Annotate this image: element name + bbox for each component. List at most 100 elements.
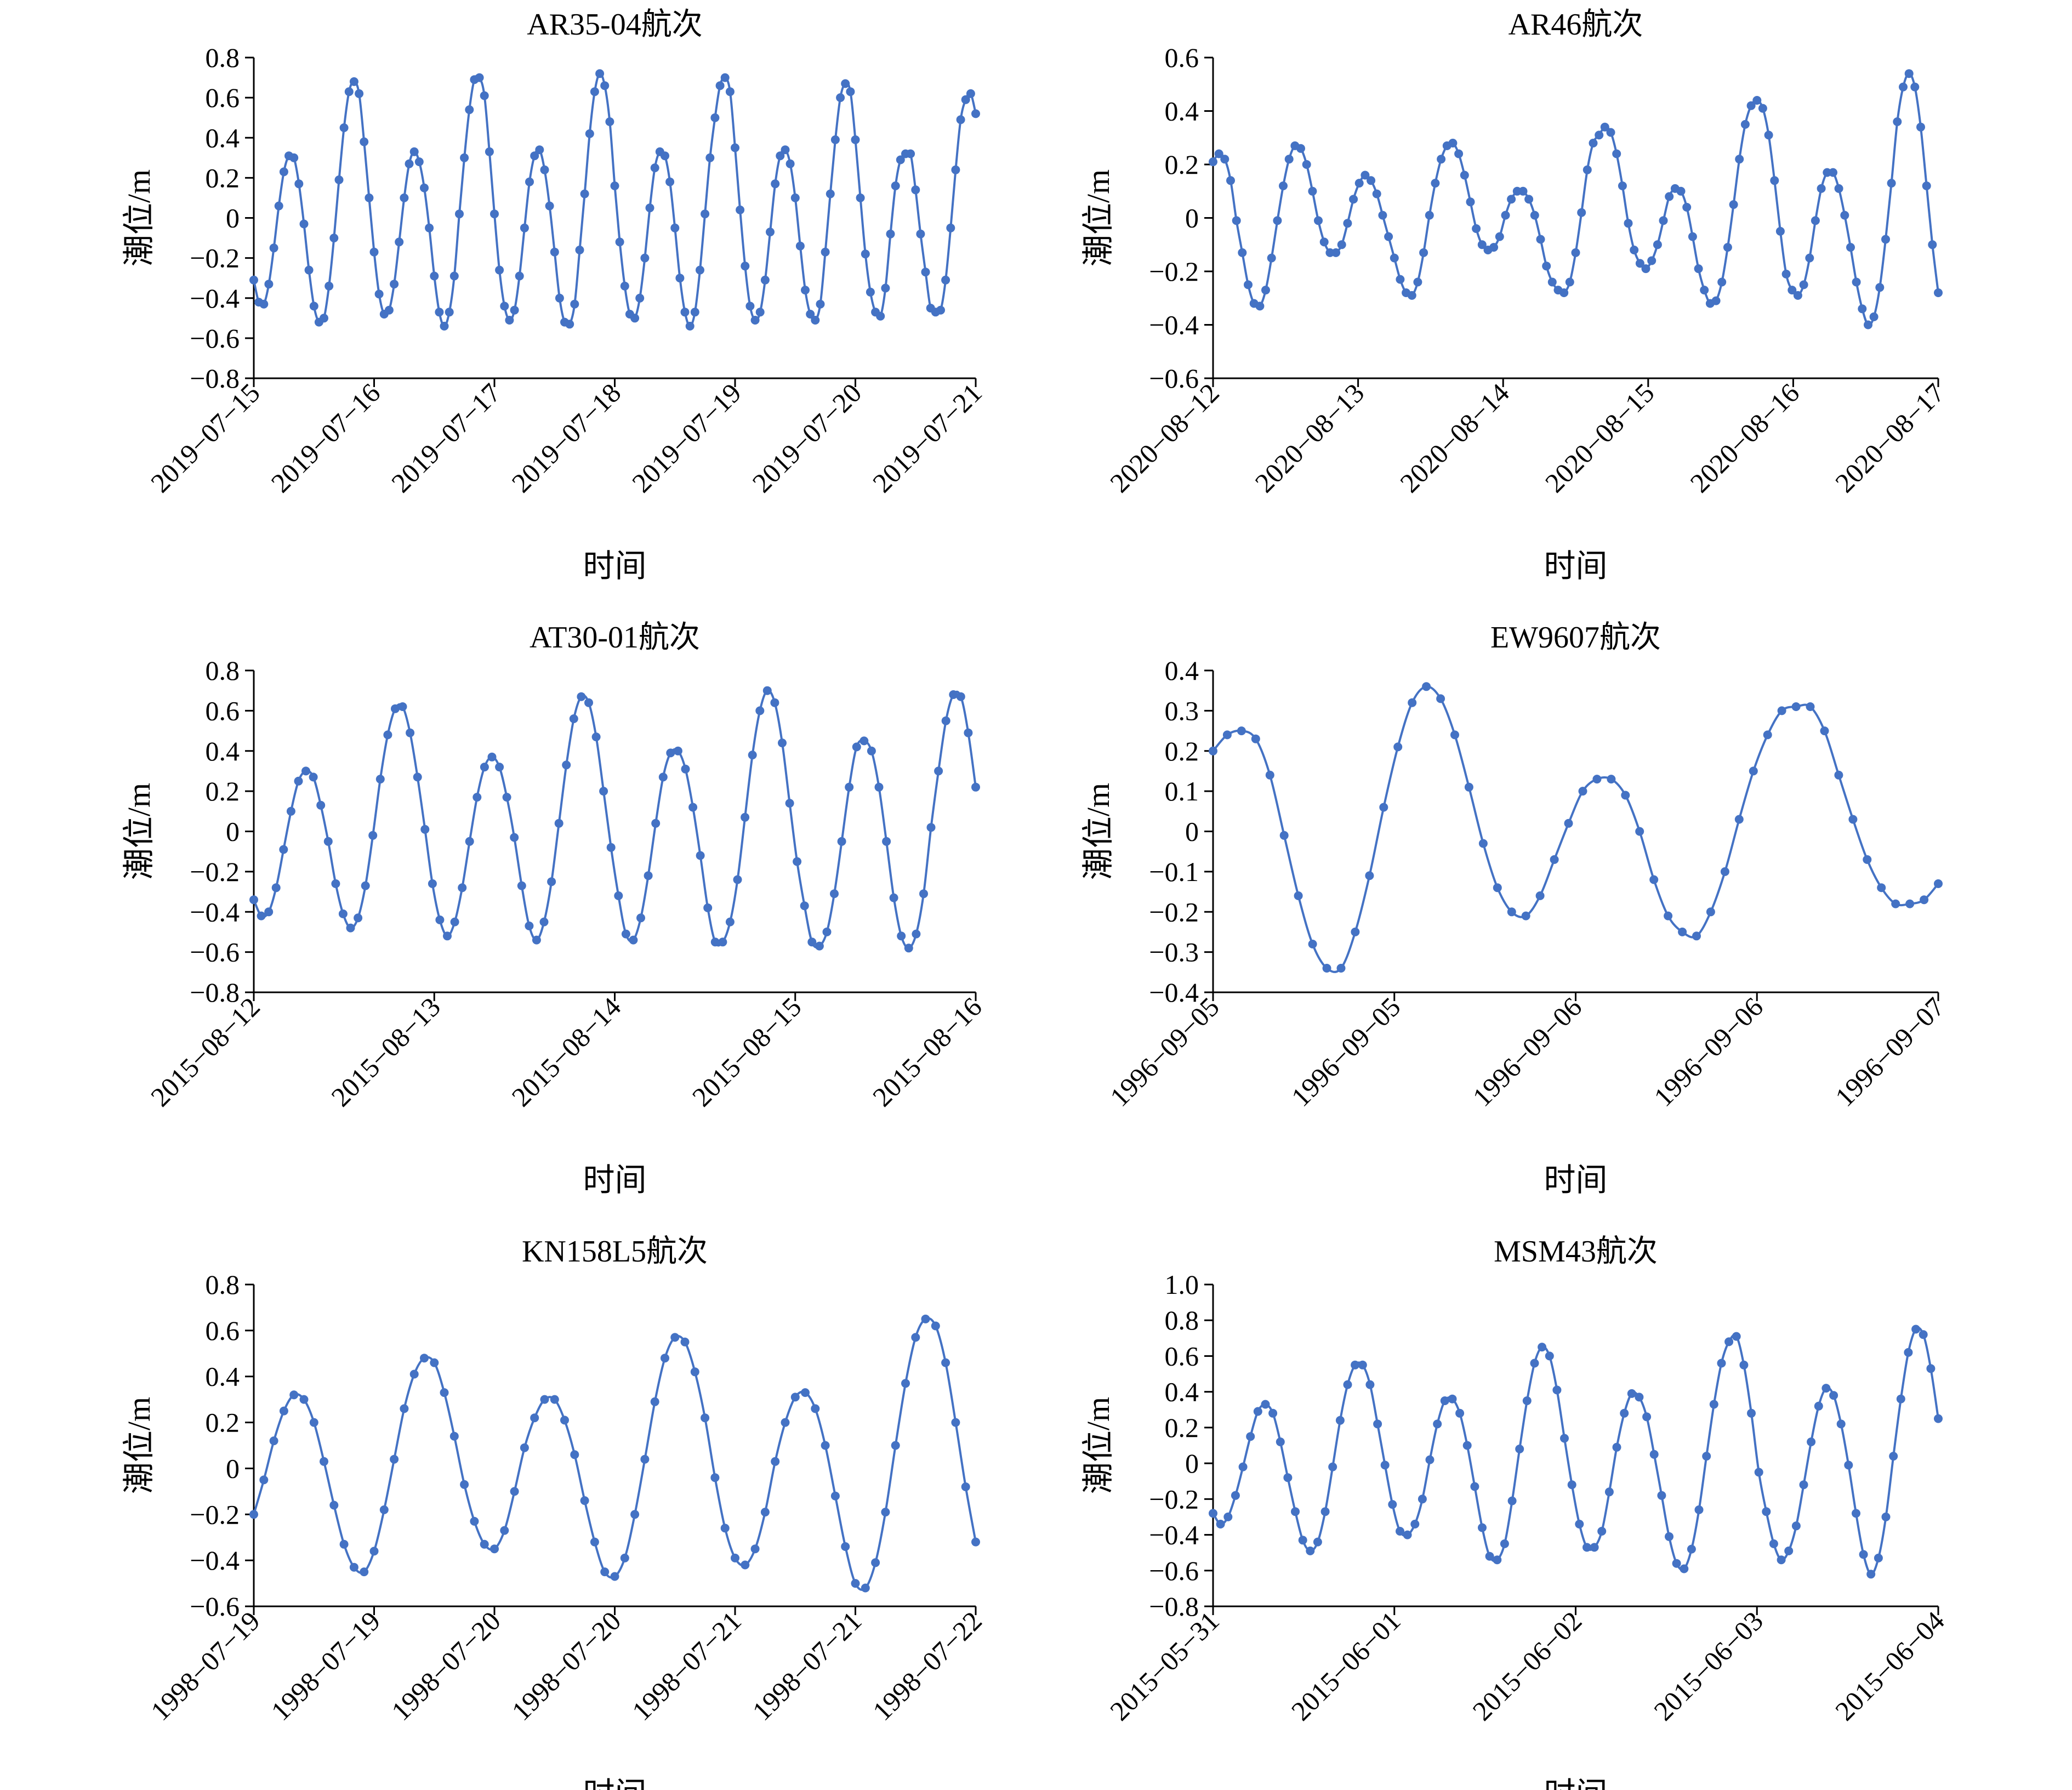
data-point <box>1711 296 1721 305</box>
data-point <box>565 320 574 329</box>
data-point <box>409 147 419 156</box>
data-point <box>1216 1520 1225 1528</box>
data-point <box>500 1526 509 1535</box>
y-tick-label: 0 <box>1185 1448 1199 1479</box>
data-point <box>569 714 578 723</box>
data-point <box>951 165 960 174</box>
data-point <box>1448 1394 1457 1403</box>
data-point <box>1881 235 1890 244</box>
data-point <box>665 177 675 186</box>
data-point <box>331 879 340 888</box>
data-point <box>778 738 787 748</box>
data-point <box>666 748 675 758</box>
data-point <box>1373 1419 1382 1429</box>
data-point <box>731 1553 739 1562</box>
data-point <box>1547 277 1557 287</box>
data-point <box>562 760 571 770</box>
data-point <box>304 265 314 275</box>
data-point <box>525 177 534 186</box>
data-point <box>1934 1414 1943 1423</box>
data-point <box>1934 288 1943 297</box>
y-tick-label: −0.2 <box>1149 256 1199 287</box>
y-tick-label: 1.0 <box>1165 1269 1199 1300</box>
data-point <box>1354 179 1364 188</box>
data-point <box>650 163 659 173</box>
data-point <box>745 302 755 311</box>
data-point <box>836 93 845 103</box>
data-point <box>852 742 861 752</box>
data-point <box>821 1441 830 1450</box>
data-point <box>1653 240 1662 249</box>
data-point <box>766 228 775 237</box>
data-point <box>249 275 258 285</box>
chart-title: AT30-01航次 <box>530 621 700 655</box>
data-point <box>390 1454 399 1464</box>
data-point <box>1732 1332 1741 1341</box>
data-point <box>1846 243 1855 252</box>
y-tick-label: −0.6 <box>1149 1555 1199 1586</box>
data-point <box>1595 130 1604 140</box>
data-point <box>1294 891 1303 900</box>
data-point <box>510 1487 519 1496</box>
x-tick-label: 2019−07−15 <box>145 377 266 498</box>
data-point <box>487 752 497 762</box>
data-point <box>760 1508 770 1517</box>
data-point <box>1624 219 1633 228</box>
y-tick-label: −0.2 <box>190 243 240 274</box>
data-point <box>1821 1384 1831 1393</box>
data-point <box>1807 1437 1816 1446</box>
data-point <box>891 1441 900 1450</box>
data-point <box>1495 232 1504 241</box>
data-point <box>801 1388 810 1397</box>
x-tick-label: 2019−07−19 <box>626 377 747 498</box>
y-tick-label: 0.4 <box>1165 96 1199 127</box>
x-tick-label: 2020−08−15 <box>1539 377 1660 498</box>
data-point <box>1276 1437 1285 1446</box>
data-point <box>680 308 690 317</box>
data-point <box>1676 186 1686 196</box>
data-point <box>1788 286 1797 295</box>
data-point <box>816 299 825 309</box>
data-point <box>1746 101 1756 110</box>
y-tick-label: 0.6 <box>206 695 240 726</box>
data-point <box>1877 883 1886 893</box>
data-point <box>876 311 885 321</box>
data-point <box>1889 1452 1898 1461</box>
data-point <box>316 800 326 810</box>
data-point <box>701 1413 710 1423</box>
data-point <box>703 903 713 912</box>
data-point <box>1253 1407 1262 1416</box>
data-point <box>696 265 704 275</box>
data-point <box>921 1314 930 1323</box>
data-point <box>710 113 720 122</box>
data-point <box>1564 819 1573 828</box>
x-tick-label: 1996−09−05 <box>1285 991 1407 1112</box>
data-point <box>599 787 608 796</box>
data-point <box>338 909 348 918</box>
data-point <box>871 1558 880 1567</box>
data-point <box>1518 186 1528 196</box>
data-point <box>620 281 629 291</box>
data-point <box>1881 1512 1891 1521</box>
data-point <box>1844 1461 1853 1470</box>
x-tick-label: 1998−07−19 <box>265 1605 386 1726</box>
x-tick-label: 2019−07−21 <box>867 377 988 498</box>
data-point <box>826 189 835 198</box>
data-point <box>1799 280 1808 289</box>
data-point <box>1365 1380 1375 1389</box>
data-point <box>919 889 928 899</box>
data-point <box>279 167 288 177</box>
data-point <box>1313 1537 1322 1547</box>
data-point <box>420 1354 429 1363</box>
data-point <box>530 1413 539 1423</box>
y-axis-label: 潮位/m <box>1080 1397 1116 1494</box>
data-point <box>600 81 610 90</box>
data-point <box>490 209 499 219</box>
data-point <box>1735 155 1744 164</box>
data-point <box>605 117 614 126</box>
data-point <box>329 234 339 243</box>
data-point <box>1560 1434 1569 1443</box>
data-point <box>1754 1468 1763 1477</box>
data-point <box>449 271 459 281</box>
data-point <box>1829 1391 1838 1400</box>
